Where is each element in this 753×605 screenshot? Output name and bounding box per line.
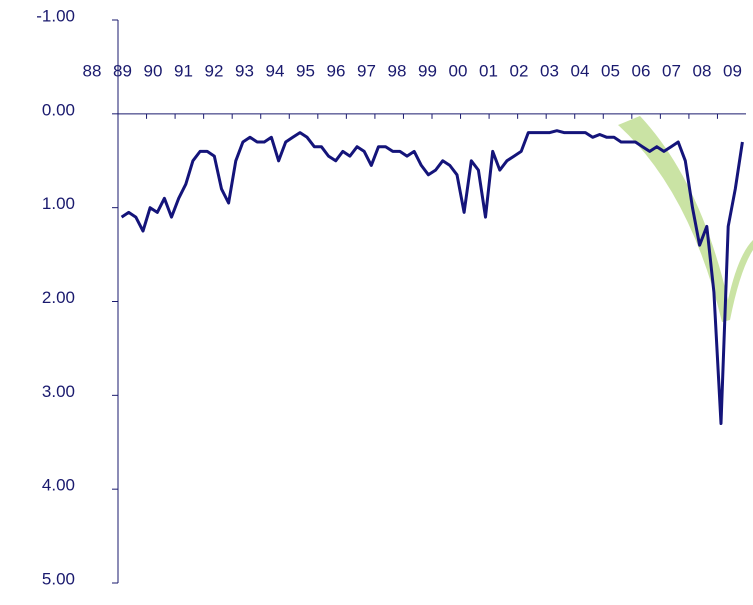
x-tick-label: 99 (418, 61, 437, 80)
x-tick-label: 92 (205, 61, 224, 80)
x-tick-label: 95 (296, 61, 315, 80)
x-tick-label: 09 (723, 61, 742, 80)
x-tick-label: 06 (632, 61, 651, 80)
y-tick-label: 0.00 (42, 100, 75, 119)
x-tick-label: 94 (266, 61, 285, 80)
x-tick-label: 96 (327, 61, 346, 80)
x-tick-label: 08 (693, 61, 712, 80)
x-tick-label: 03 (540, 61, 559, 80)
x-tick-label: 04 (571, 61, 590, 80)
x-tick-label: 05 (601, 61, 620, 80)
x-tick-label: 07 (662, 61, 681, 80)
y-tick-label: 1.00 (42, 194, 75, 213)
y-tick-label: 4.00 (42, 476, 75, 495)
x-tick-label: 02 (510, 61, 529, 80)
y-tick-label: 5.00 (42, 569, 75, 588)
x-tick-label: 98 (388, 61, 407, 80)
x-tick-label: 91 (174, 61, 193, 80)
x-tick-label: 89 (113, 61, 132, 80)
x-tick-label: 97 (357, 61, 376, 80)
series-line (120, 129, 744, 425)
x-tick-label: 00 (449, 61, 468, 80)
x-tick-label: 88 (83, 61, 102, 80)
x-tick-label: 01 (479, 61, 498, 80)
x-tick-label: 93 (235, 61, 254, 80)
y-tick-label: -1.00 (36, 6, 75, 25)
y-tick-label: 3.00 (42, 382, 75, 401)
trend-arrow (618, 116, 753, 322)
y-tick-label: 2.00 (42, 288, 75, 307)
x-tick-label: 90 (144, 61, 163, 80)
